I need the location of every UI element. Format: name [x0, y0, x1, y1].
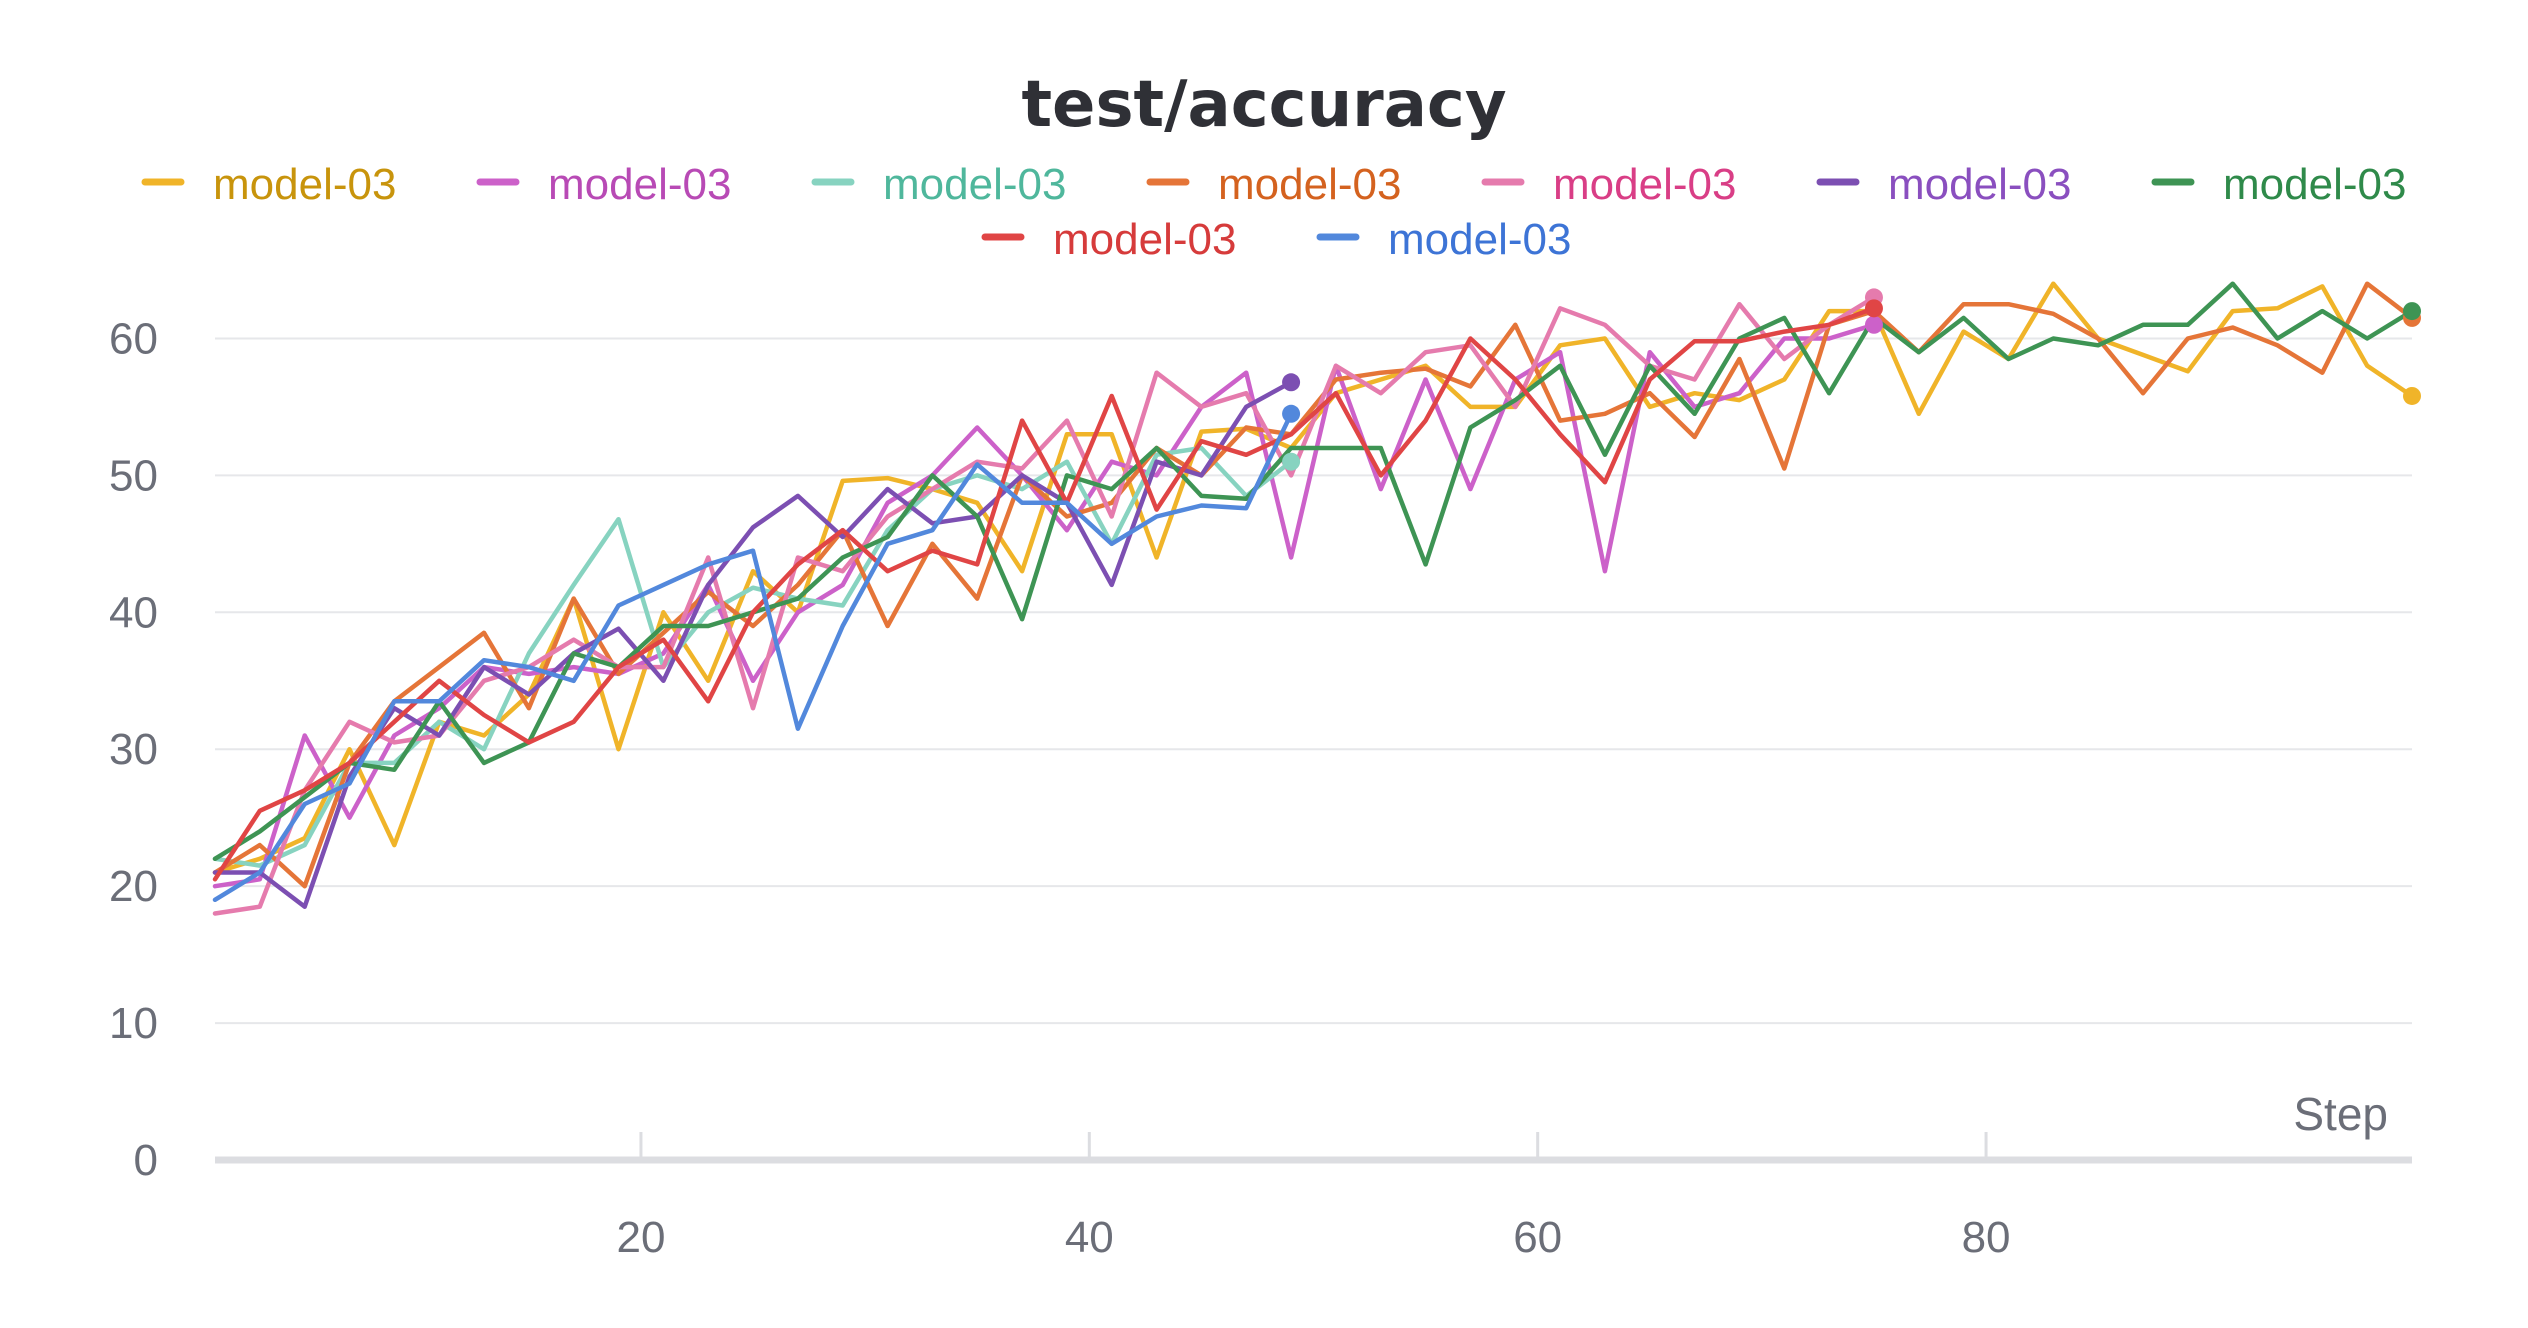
x-tick-label: 80	[1962, 1213, 2011, 1262]
legend-item[interactable]: model-03	[141, 160, 396, 209]
series-line[interactable]	[212, 281, 2415, 862]
series-line[interactable]	[212, 295, 1877, 916]
series-lines[interactable]	[212, 281, 2421, 916]
series-end-marker[interactable]	[2403, 302, 2421, 321]
legend-label: model-03	[2223, 160, 2406, 209]
legend-label: model-03	[1053, 215, 1236, 264]
series-end-marker[interactable]	[1282, 373, 1301, 392]
legend[interactable]: model-03 model-03 model-03 model-03 model-03…	[141, 160, 2406, 264]
y-tick-label: 40	[109, 588, 158, 637]
series-end-marker[interactable]	[1282, 452, 1301, 471]
y-tick-label: 30	[109, 725, 158, 774]
series-line[interactable]	[212, 281, 2415, 875]
y-tick-label: 20	[109, 862, 158, 911]
y-tick-label: 60	[109, 314, 158, 363]
legend-item[interactable]: model-03	[1816, 160, 2071, 209]
x-tick-label: 20	[616, 1213, 665, 1262]
x-axis: 20 40 60 80	[215, 1132, 2412, 1262]
legend-label: model-03	[1553, 160, 1736, 209]
legend-label: model-03	[883, 160, 1066, 209]
legend-label: model-03	[1388, 215, 1571, 264]
series-line[interactable]	[212, 306, 1877, 882]
y-tick-label: 50	[109, 451, 158, 500]
series-end-marker[interactable]	[2403, 386, 2421, 405]
series-end-marker[interactable]	[1282, 404, 1301, 423]
series-end-marker[interactable]	[1864, 315, 1883, 334]
x-axis-label: Step	[2293, 1088, 2388, 1140]
legend-item[interactable]: model-03	[811, 160, 1066, 209]
legend-label: model-03	[548, 160, 731, 209]
legend-item[interactable]: model-03	[1481, 160, 1736, 209]
y-axis-ticks: 0 10 20 30 40 50 60	[109, 314, 158, 1185]
series-line[interactable]	[212, 322, 1877, 889]
x-tick-label: 60	[1513, 1213, 1562, 1262]
series-end-marker[interactable]	[1864, 299, 1883, 318]
y-tick-label: 10	[109, 999, 158, 1048]
series-line[interactable]	[212, 281, 2415, 889]
legend-label: model-03	[1218, 160, 1401, 209]
gridlines	[215, 337, 2412, 1025]
legend-label: model-03	[213, 160, 396, 209]
x-tick-label: 40	[1065, 1213, 1114, 1262]
chart-title: test/accuracy	[1021, 68, 1506, 142]
legend-item[interactable]: model-03	[1146, 160, 1401, 209]
legend-item[interactable]: model-03	[981, 215, 1236, 264]
legend-label: model-03	[1888, 160, 2071, 209]
series-line[interactable]	[212, 411, 1294, 903]
y-tick-label: 0	[134, 1136, 158, 1185]
legend-item[interactable]: model-03	[476, 160, 731, 209]
legend-item[interactable]: model-03	[2151, 160, 2406, 209]
series-line[interactable]	[212, 380, 1294, 909]
legend-item[interactable]: model-03	[1316, 215, 1571, 264]
